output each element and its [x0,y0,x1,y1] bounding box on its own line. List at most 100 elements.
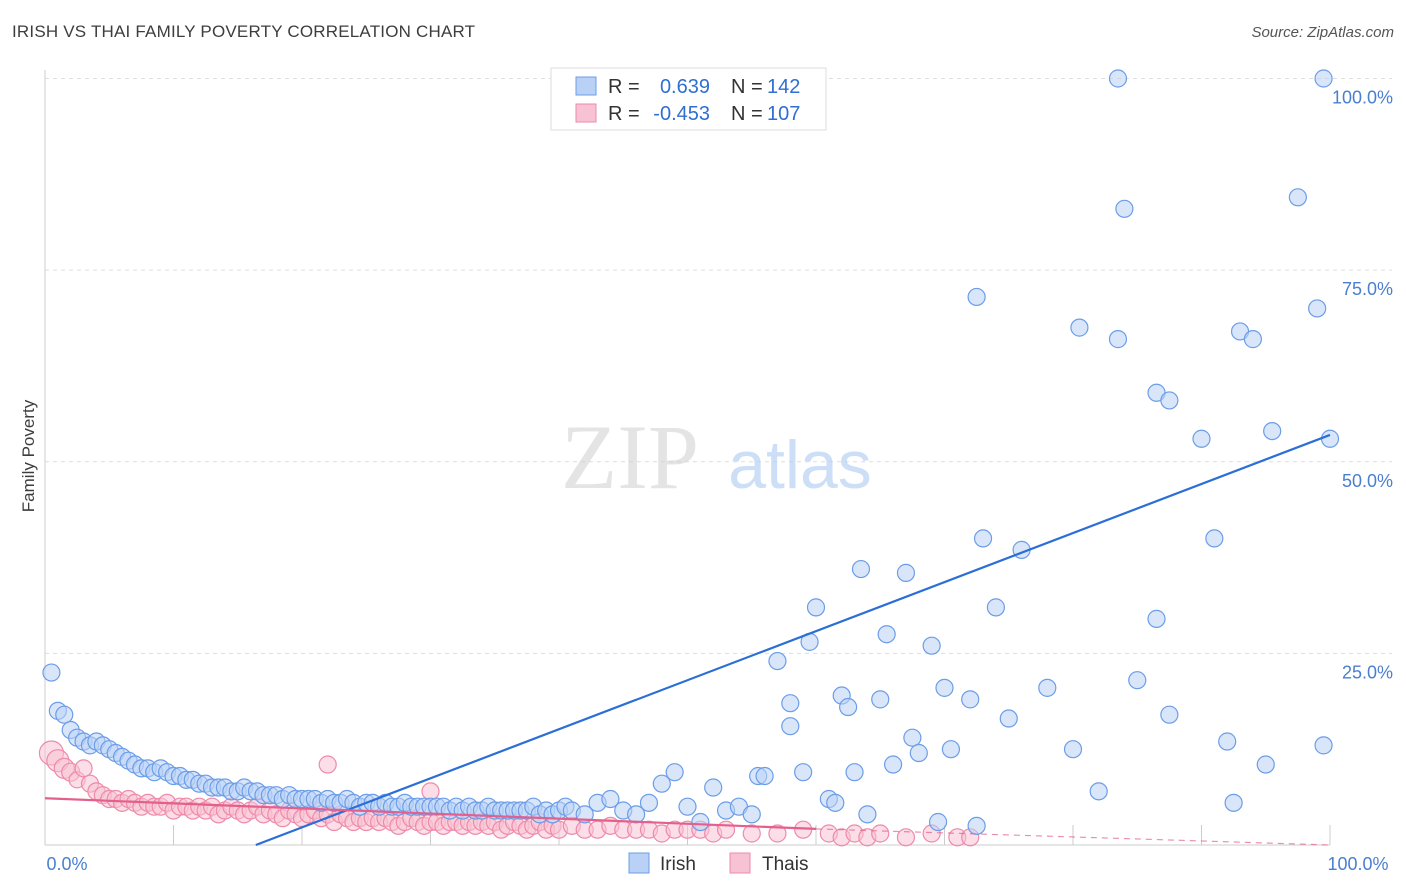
irish-point [845,763,864,782]
irish-point [794,763,813,782]
irish-point [896,563,916,582]
legend-irish-r-label: R = [608,76,640,98]
bottom-legend-thais-swatch [729,852,751,874]
watermark-zip: ZIP [561,406,699,508]
irish-point [781,694,800,713]
thais-point [896,828,916,847]
irish-point [903,728,922,747]
irish-point [639,793,659,812]
legend-thais-n-label: N = [731,103,763,125]
irish-point [1263,421,1282,441]
irish-point [1108,330,1128,349]
irish-point [1224,793,1243,812]
legend-irish-n-label: N = [731,76,763,98]
legend-irish-swatch [575,76,597,96]
thais-points [38,740,980,847]
irish-point [986,598,1006,617]
grid-lines [44,70,1392,846]
x-tick-label: 100.0% [1327,854,1388,874]
axis-ticks: 25.0% 50.0% 75.0% 100.0% 0.0% 100.0% [46,88,1393,875]
thais-point [716,820,736,839]
irish-point [1038,678,1057,697]
irish-point [1160,391,1179,410]
irish-point [678,797,697,816]
irish-point [768,651,787,671]
irish-point [1256,755,1275,774]
irish-point [1314,736,1333,755]
irish-point [928,812,948,832]
irish-point [704,778,723,797]
irish-point [1192,429,1211,448]
thais-point [421,782,440,801]
irish-point [1147,609,1166,628]
watermark-atlas: atlas [728,427,872,503]
irish-point [1089,782,1108,801]
watermark: ZIP atlas [561,406,872,508]
irish-point [967,287,986,307]
thais-point [74,759,93,778]
y-tick-label: 75.0% [1342,279,1393,299]
irish-point [1243,330,1263,349]
irish-point [781,717,800,736]
bottom-legend-thais-label: Thais [762,854,808,875]
irish-point [871,690,890,709]
bottom-legend-irish-label: Irish [660,854,696,875]
irish-point [742,805,761,824]
irish-point [1128,671,1147,690]
irish-point [1218,732,1237,751]
irish-point [858,805,877,824]
irish-point [1288,188,1307,207]
irish-point [967,816,986,835]
y-axis-label: Family Poverty [19,399,38,512]
chart-title: IRISH VS THAI FAMILY POVERTY CORRELATION… [12,22,476,41]
y-tick-label: 100.0% [1332,88,1393,108]
irish-point [851,559,871,579]
irish-trendline [255,433,1331,847]
irish-point [1320,429,1340,448]
irish-point [935,678,954,697]
irish-point [1070,318,1089,337]
y-tick-label: 50.0% [1342,471,1393,491]
legend-thais-r-value: -0.453 [653,103,710,125]
legend-thais-r-label: R = [608,103,640,125]
irish-point [922,636,941,655]
irish-points [42,69,1340,835]
legend-thais-swatch [575,103,597,123]
irish-point [1108,69,1128,88]
irish-point [806,598,826,617]
irish-point [909,743,928,763]
irish-point [999,709,1018,728]
irish-point [941,740,961,759]
thais-point [742,824,761,843]
thais-point [871,824,890,843]
irish-point [1063,740,1083,759]
irish-point [1308,299,1327,318]
legend-thais-n-value: 107 [767,103,800,125]
irish-point [826,793,845,812]
irish-point [691,812,710,832]
legend: R = 0.639 N = 142 R = -0.453 N = 107 [550,67,827,131]
irish-point [1115,199,1134,218]
irish-point [42,663,61,682]
irish-point [877,625,896,644]
irish-point [1160,705,1179,724]
thais-trendline-extension [815,828,1331,846]
irish-point [961,690,980,709]
y-tick-label: 25.0% [1342,662,1393,682]
irish-point [1314,69,1333,88]
legend-irish-n-value: 142 [767,76,800,98]
irish-point [652,774,671,793]
irish-point [839,697,858,717]
legend-irish-r-value: 0.639 [660,76,710,98]
irish-point [601,789,620,809]
irish-point [973,529,993,548]
irish-point [1205,529,1224,548]
bottom-legend-irish-swatch [628,852,650,874]
trendlines [44,433,1331,847]
thais-point [318,755,337,774]
irish-point [665,763,684,782]
source-label: Source: ZipAtlas.com [1251,24,1394,41]
irish-point [755,766,774,786]
thais-point [768,824,787,843]
